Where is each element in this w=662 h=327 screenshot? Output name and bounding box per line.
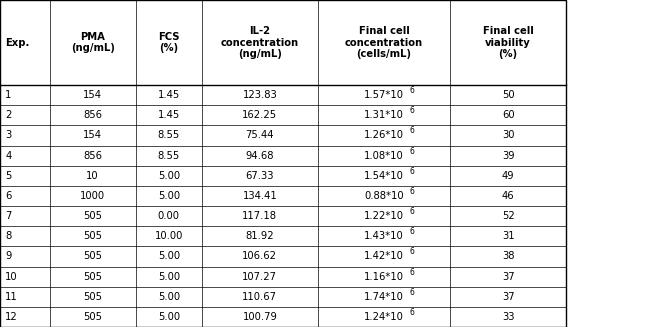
- Text: Exp.: Exp.: [5, 38, 30, 47]
- Text: 11: 11: [5, 292, 18, 302]
- Text: 1000: 1000: [80, 191, 105, 201]
- Text: FCS
(%): FCS (%): [158, 32, 179, 53]
- Text: 7: 7: [5, 211, 12, 221]
- Text: 505: 505: [83, 211, 102, 221]
- Text: 6: 6: [410, 147, 414, 156]
- Text: 67.33: 67.33: [246, 171, 274, 181]
- Text: 6: 6: [410, 187, 414, 196]
- Text: 110.67: 110.67: [242, 292, 277, 302]
- Text: 154: 154: [83, 130, 102, 140]
- Text: 1: 1: [5, 90, 12, 100]
- Text: 162.25: 162.25: [242, 110, 277, 120]
- Text: 5.00: 5.00: [158, 272, 180, 282]
- Text: 505: 505: [83, 312, 102, 322]
- Text: PMA
(ng/mL): PMA (ng/mL): [71, 32, 115, 53]
- Text: 6: 6: [410, 86, 414, 95]
- Text: 1.16*10: 1.16*10: [364, 272, 404, 282]
- Text: 6: 6: [410, 227, 414, 236]
- Text: 10.00: 10.00: [155, 231, 183, 241]
- Text: 2: 2: [5, 110, 12, 120]
- Text: 0.00: 0.00: [158, 211, 180, 221]
- Text: 5.00: 5.00: [158, 292, 180, 302]
- Text: 107.27: 107.27: [242, 272, 277, 282]
- Text: 1.42*10: 1.42*10: [364, 251, 404, 261]
- Text: 856: 856: [83, 151, 102, 161]
- Text: 1.31*10: 1.31*10: [364, 110, 404, 120]
- Text: 1.57*10: 1.57*10: [364, 90, 404, 100]
- Text: 856: 856: [83, 110, 102, 120]
- Text: 8.55: 8.55: [158, 151, 180, 161]
- Text: 3: 3: [5, 130, 11, 140]
- Text: 5.00: 5.00: [158, 312, 180, 322]
- Text: 75.44: 75.44: [246, 130, 274, 140]
- Text: 154: 154: [83, 90, 102, 100]
- Text: 6: 6: [410, 127, 414, 135]
- Text: 10: 10: [5, 272, 18, 282]
- Text: 6: 6: [410, 207, 414, 216]
- Text: 37: 37: [502, 292, 514, 302]
- Text: 1.43*10: 1.43*10: [364, 231, 404, 241]
- Text: 0.88*10: 0.88*10: [364, 191, 404, 201]
- Text: 52: 52: [502, 211, 514, 221]
- Text: 5: 5: [5, 171, 12, 181]
- Text: 505: 505: [83, 231, 102, 241]
- Text: 6: 6: [5, 191, 12, 201]
- Text: 38: 38: [502, 251, 514, 261]
- Text: 1.54*10: 1.54*10: [364, 171, 404, 181]
- Text: 49: 49: [502, 171, 514, 181]
- Text: 6: 6: [410, 288, 414, 297]
- Text: Final cell
viability
(%): Final cell viability (%): [483, 26, 534, 59]
- Text: IL-2
concentration
(ng/mL): IL-2 concentration (ng/mL): [220, 26, 299, 59]
- Text: 10: 10: [86, 171, 99, 181]
- Text: 50: 50: [502, 90, 514, 100]
- Text: 134.41: 134.41: [242, 191, 277, 201]
- Text: 1.45: 1.45: [158, 110, 180, 120]
- Text: 1.22*10: 1.22*10: [364, 211, 404, 221]
- Text: 9: 9: [5, 251, 12, 261]
- Text: 1.26*10: 1.26*10: [364, 130, 404, 140]
- Text: 505: 505: [83, 272, 102, 282]
- Text: Final cell
concentration
(cells/mL): Final cell concentration (cells/mL): [345, 26, 423, 59]
- Text: 81.92: 81.92: [246, 231, 274, 241]
- Text: 117.18: 117.18: [242, 211, 277, 221]
- Text: 505: 505: [83, 251, 102, 261]
- Text: 1.45: 1.45: [158, 90, 180, 100]
- Text: 106.62: 106.62: [242, 251, 277, 261]
- Text: 39: 39: [502, 151, 514, 161]
- Text: 6: 6: [410, 268, 414, 277]
- Text: 1.74*10: 1.74*10: [364, 292, 404, 302]
- Text: 4: 4: [5, 151, 11, 161]
- Text: 1.08*10: 1.08*10: [364, 151, 404, 161]
- Text: 6: 6: [410, 308, 414, 317]
- Text: 30: 30: [502, 130, 514, 140]
- Text: 60: 60: [502, 110, 514, 120]
- Text: 6: 6: [410, 167, 414, 176]
- Text: 5.00: 5.00: [158, 251, 180, 261]
- Text: 8: 8: [5, 231, 11, 241]
- Text: 31: 31: [502, 231, 514, 241]
- Text: 46: 46: [502, 191, 514, 201]
- Bar: [0, 0, 566, 327]
- Text: 94.68: 94.68: [246, 151, 274, 161]
- Text: 6: 6: [410, 248, 414, 256]
- Text: 1.24*10: 1.24*10: [364, 312, 404, 322]
- Text: 33: 33: [502, 312, 514, 322]
- Text: 123.83: 123.83: [242, 90, 277, 100]
- Text: 37: 37: [502, 272, 514, 282]
- Text: 5.00: 5.00: [158, 171, 180, 181]
- Text: 505: 505: [83, 292, 102, 302]
- Text: 8.55: 8.55: [158, 130, 180, 140]
- Text: 6: 6: [410, 106, 414, 115]
- Text: 5.00: 5.00: [158, 191, 180, 201]
- Text: 100.79: 100.79: [242, 312, 277, 322]
- Text: 12: 12: [5, 312, 18, 322]
